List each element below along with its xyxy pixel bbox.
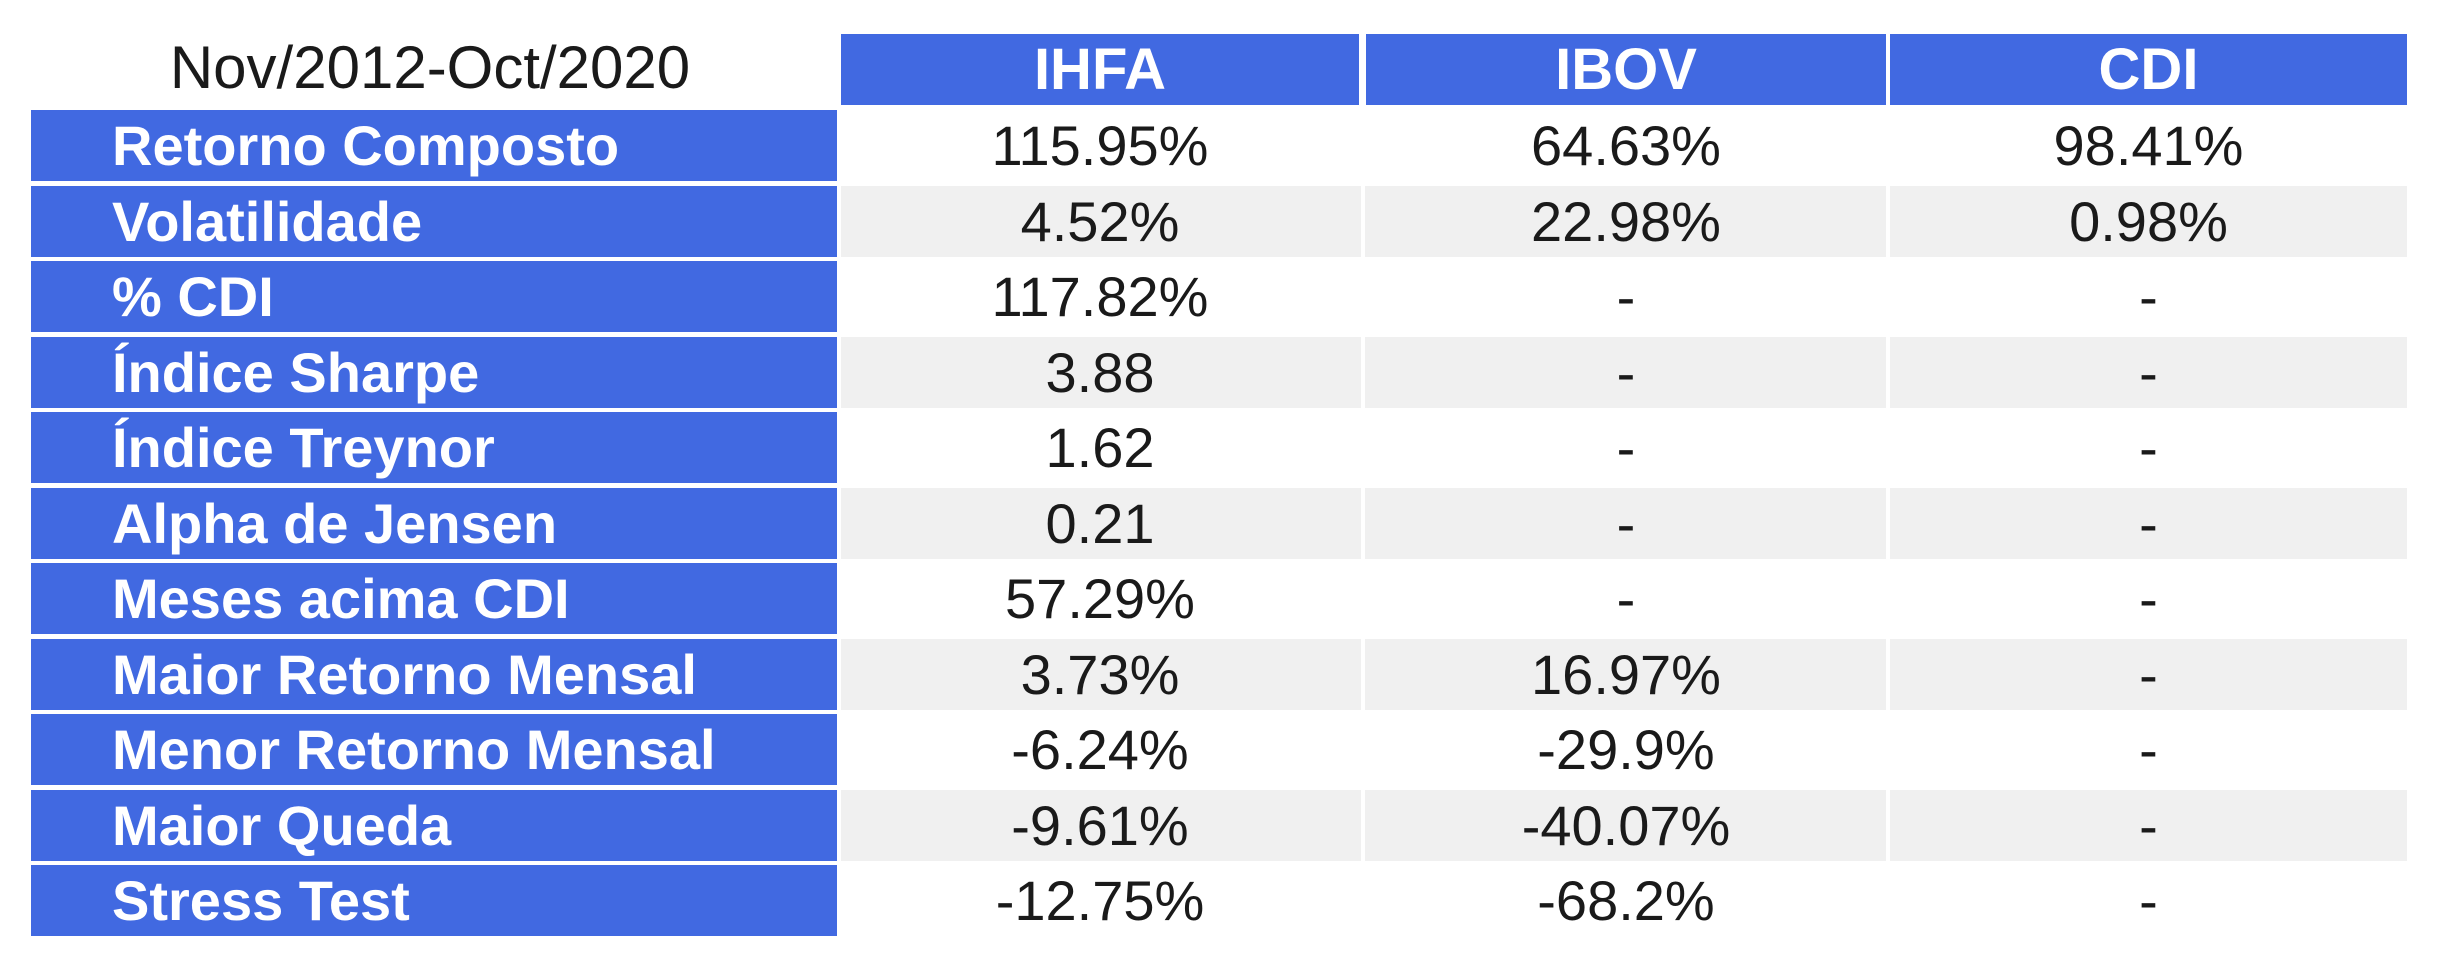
cell-maior-queda-cdi: - <box>2139 793 2158 857</box>
row-label-volatilidade: Volatilidade <box>31 185 837 257</box>
cell-stress-test-cdi: - <box>2139 869 2158 932</box>
row-band <box>841 185 2407 257</box>
cell-indice-treynor-ibov: - <box>1616 416 1636 479</box>
row-label-indice-treynor: Índice Treynor <box>31 412 837 483</box>
cell-retorno-composto-ihfa: 115.95% <box>991 114 1209 177</box>
cell-indice-treynor-cdi: - <box>2139 416 2158 479</box>
cell-stress-test-ibov: -68.2% <box>1537 869 1715 932</box>
cell-maior-retorno-mensal-ihfa: 3.73% <box>1020 642 1180 706</box>
cell-volatilidade-cdi: 0.98% <box>2069 189 2228 253</box>
row-label-indice-sharpe: Índice Sharpe <box>31 336 837 408</box>
cell-maior-queda-ibov: -40.07% <box>1521 793 1731 857</box>
cell-pct-cdi-ibov: - <box>1616 265 1636 328</box>
row-band <box>841 487 2407 559</box>
column-divider <box>1361 34 1365 934</box>
column-header-ibov: IBOV <box>1366 34 1886 105</box>
row-label-maior-retorno-mensal: Maior Retorno Mensal <box>31 638 837 710</box>
row-label-pct-cdi: % CDI <box>31 261 837 332</box>
cell-retorno-composto-ibov: 64.63% <box>1531 114 1721 177</box>
row-band <box>841 638 2407 710</box>
cell-meses-acima-cdi-ibov: - <box>1616 567 1636 630</box>
row-label-retorno-composto: Retorno Composto <box>31 110 837 181</box>
row-band <box>841 789 2407 861</box>
cell-meses-acima-cdi-cdi: - <box>2139 567 2158 630</box>
cell-menor-retorno-mensal-cdi: - <box>2139 718 2158 781</box>
row-label-alpha-de-jensen: Alpha de Jensen <box>31 487 837 559</box>
cell-stress-test-ihfa: -12.75% <box>995 869 1205 932</box>
cell-alpha-de-jensen-cdi: - <box>2139 491 2158 555</box>
column-divider <box>1886 34 1890 934</box>
cell-menor-retorno-mensal-ihfa: -6.24% <box>1011 718 1189 781</box>
cell-maior-retorno-mensal-ibov: 16.97% <box>1531 642 1721 706</box>
cell-indice-treynor-ihfa: 1.62 <box>1045 416 1155 479</box>
row-label-maior-queda: Maior Queda <box>31 789 837 861</box>
row-band <box>841 336 2407 408</box>
cell-meses-acima-cdi-ihfa: 57.29% <box>1005 567 1195 630</box>
cell-alpha-de-jensen-ihfa: 0.21 <box>1045 491 1155 555</box>
cell-indice-sharpe-ihfa: 3.88 <box>1045 340 1155 404</box>
row-label-menor-retorno-mensal: Menor Retorno Mensal <box>31 714 837 785</box>
cell-retorno-composto-cdi: 98.41% <box>2053 114 2244 177</box>
period-label: Nov/2012-Oct/2020 <box>169 33 691 101</box>
cell-maior-retorno-mensal-cdi: - <box>2139 642 2158 706</box>
cell-pct-cdi-cdi: - <box>2139 265 2158 328</box>
cell-pct-cdi-ihfa: 117.82% <box>991 265 1209 328</box>
cell-volatilidade-ihfa: 4.52% <box>1020 189 1180 253</box>
cell-maior-queda-ihfa: -9.61% <box>1011 793 1189 857</box>
cell-volatilidade-ibov: 22.98% <box>1531 189 1721 253</box>
column-header-ihfa: IHFA <box>841 34 1359 105</box>
cell-indice-sharpe-cdi: - <box>2139 340 2158 404</box>
row-label-stress-test: Stress Test <box>31 865 837 936</box>
cell-menor-retorno-mensal-ibov: -29.9% <box>1537 718 1715 781</box>
cell-alpha-de-jensen-ibov: - <box>1616 491 1636 555</box>
column-header-cdi: CDI <box>1890 34 2407 105</box>
row-label-meses-acima-cdi: Meses acima CDI <box>31 563 837 634</box>
cell-indice-sharpe-ibov: - <box>1616 340 1636 404</box>
